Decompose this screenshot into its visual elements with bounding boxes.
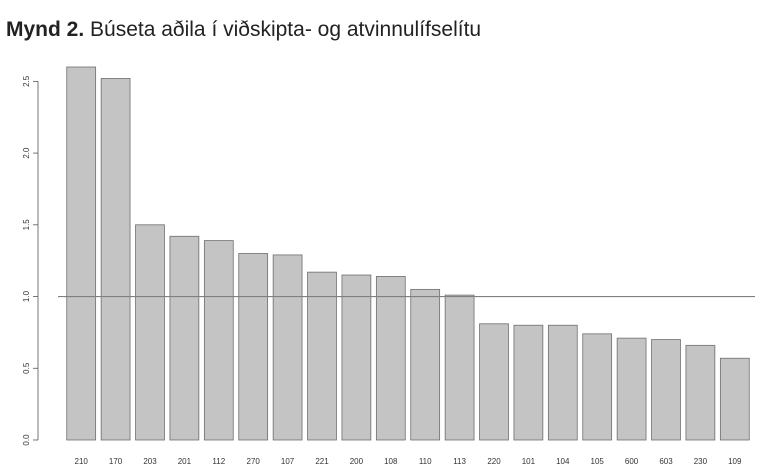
figure-number: Mynd 2. <box>6 18 85 41</box>
bar <box>616 337 647 441</box>
bar <box>479 323 509 441</box>
x-tick-label: 600 <box>625 457 639 466</box>
x-tick-label: 104 <box>556 457 570 466</box>
bar <box>513 324 544 441</box>
chart-title: Mynd 2. Búseta aðila í viðskipta- og atv… <box>6 18 481 42</box>
bar <box>685 344 716 441</box>
bar <box>719 357 750 441</box>
y-tick-label: 1.0 <box>22 290 31 302</box>
x-tick-label: 221 <box>315 457 329 466</box>
bar <box>238 253 269 441</box>
bar <box>66 66 97 441</box>
x-tick-label: 230 <box>694 457 708 466</box>
bars <box>66 66 750 441</box>
x-tick-label: 603 <box>659 457 673 466</box>
y-tick-label: 0.5 <box>22 362 31 374</box>
bar <box>307 271 337 441</box>
x-tick-label: 113 <box>453 457 466 466</box>
bar <box>135 224 165 441</box>
bar <box>341 274 372 441</box>
x-tick-label: 170 <box>109 457 123 466</box>
x-axis-labels: 210 170 203 201 112 270 107 221 200 108 110 113 220 1… <box>75 457 742 466</box>
bar <box>410 288 441 441</box>
x-tick-label: 109 <box>728 457 742 466</box>
x-tick-label: 200 <box>350 457 364 466</box>
bar <box>651 339 681 441</box>
x-tick-label: 108 <box>384 457 398 466</box>
bar <box>169 235 200 441</box>
figure-caption: Búseta aðila í viðskipta- og atvinnulífs… <box>90 18 482 41</box>
x-tick-label: 220 <box>487 457 501 466</box>
y-tick-label: 0.0 <box>22 434 31 446</box>
x-tick-label: 270 <box>247 457 261 466</box>
bar <box>375 276 406 441</box>
y-tick-label: 2.5 <box>22 75 31 87</box>
x-tick-label: 210 <box>75 457 89 466</box>
bar <box>547 324 578 441</box>
y-tick-label: 1.5 <box>22 219 31 231</box>
y-axis: 0.0 0.5 1.0 1.5 2.0 2.5 <box>22 75 39 446</box>
y-tick-label: 2.0 <box>22 147 31 159</box>
x-tick-label: 201 <box>178 457 192 466</box>
bar <box>203 240 234 441</box>
x-tick-label: 107 <box>281 457 295 466</box>
x-tick-label: 110 <box>419 457 432 466</box>
bar <box>582 333 613 441</box>
x-tick-label: 101 <box>522 457 536 466</box>
x-tick-label: 203 <box>143 457 157 466</box>
bar <box>444 294 475 441</box>
x-tick-label: 112 <box>212 457 225 466</box>
x-tick-label: 105 <box>591 457 605 466</box>
bar <box>272 254 303 441</box>
bar <box>100 78 131 441</box>
